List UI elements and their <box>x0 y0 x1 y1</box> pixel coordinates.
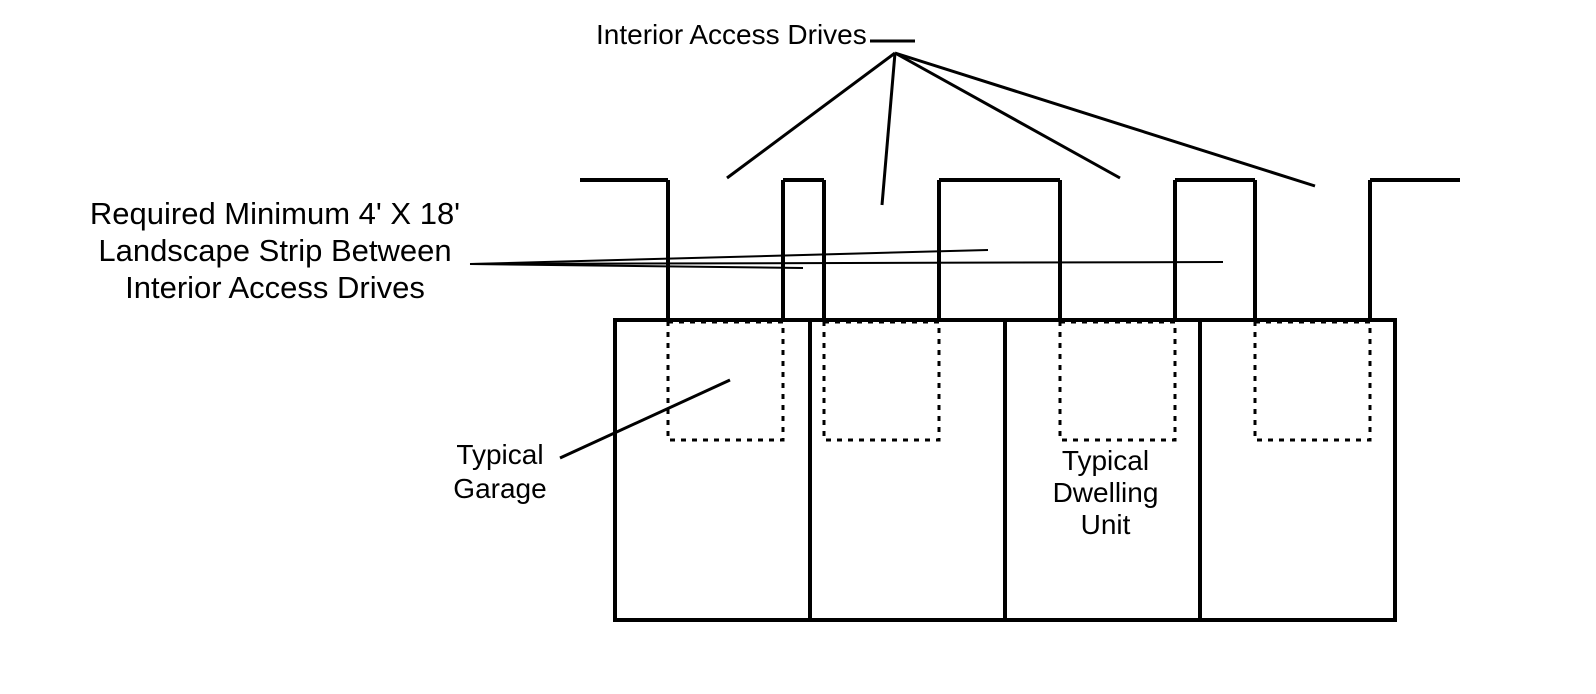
label-dwelling-line2: Dwelling <box>1048 477 1163 509</box>
label-typical-dwelling-unit: Typical Dwelling Unit <box>1048 445 1163 542</box>
label-line3: Interior Access Drives <box>75 269 475 306</box>
label-line1: Required Minimum 4' X 18' <box>75 195 475 232</box>
site-plan-diagram <box>0 0 1596 694</box>
label-text: Interior Access Drives <box>596 19 867 50</box>
label-garage-line2: Garage <box>440 472 560 506</box>
label-typical-garage: Typical Garage <box>440 438 560 505</box>
garage-leader-line <box>560 380 730 458</box>
label-dwelling-line1: Typical <box>1048 445 1163 477</box>
dwelling-units <box>615 320 1395 620</box>
label-garage-line1: Typical <box>440 438 560 472</box>
label-interior-access-drives: Interior Access Drives <box>596 18 867 52</box>
garages <box>668 322 1370 440</box>
left-leader-lines <box>470 250 1223 268</box>
label-landscape-strip: Required Minimum 4' X 18' Landscape Stri… <box>75 195 475 307</box>
label-dwelling-line3: Unit <box>1048 509 1163 541</box>
label-line2: Landscape Strip Between <box>75 232 475 269</box>
access-drives <box>668 180 1370 320</box>
